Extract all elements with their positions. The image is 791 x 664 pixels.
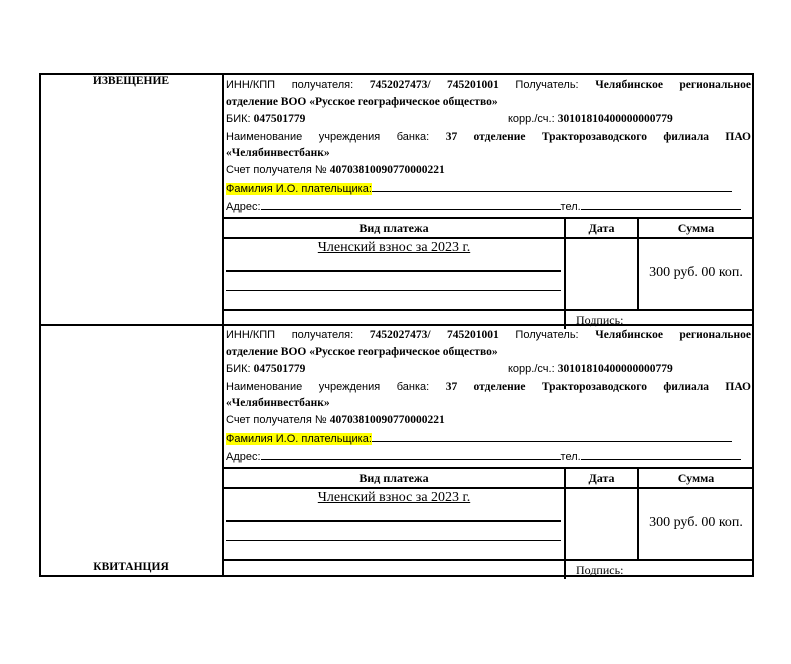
col-sum-header: Сумма <box>677 471 715 485</box>
receipt-label: КВИТАНЦИЯ <box>93 561 169 573</box>
bank-line-2: «Челябинвестбанк» <box>226 147 330 159</box>
table-rule <box>223 309 754 311</box>
table-rule <box>226 270 561 272</box>
table-rule <box>223 559 754 561</box>
bank-line: Наименование учреждения банка: 37 отделе… <box>226 131 752 143</box>
corr-account: корр./сч.: 30101810400000000779 <box>508 113 673 125</box>
address-line: Адрес: тел. <box>226 448 751 465</box>
payer-line: Фамилия И.О. плательщика: <box>226 180 751 197</box>
table-rule <box>564 467 566 579</box>
table-rule <box>637 467 639 561</box>
table-rule <box>223 487 754 489</box>
table-rule <box>223 217 754 219</box>
payer-field[interactable] <box>371 430 732 442</box>
address-line: Адрес: тел. <box>226 198 751 215</box>
payment-type: Членский взнос за 2023 г. <box>317 490 471 505</box>
section-divider <box>39 324 754 326</box>
notice-label: ИЗВЕЩЕНИЕ <box>92 75 170 87</box>
recipient-line: отделение ВОО «Русское географическое об… <box>226 346 498 358</box>
bank-line-2: «Челябинвестбанк» <box>226 397 330 409</box>
table-rule <box>637 217 639 311</box>
table-rule <box>223 237 754 239</box>
bik-line: БИК: 047501779 <box>226 113 306 125</box>
date-field[interactable] <box>566 239 637 309</box>
sum-value: 300 руб. 00 коп. <box>649 265 743 280</box>
address-field[interactable] <box>260 448 561 460</box>
table-rule <box>564 217 566 329</box>
payer-field[interactable] <box>371 180 732 192</box>
col-date-header: Дата <box>588 221 615 235</box>
bank-line: Наименование учреждения банка: 37 отделе… <box>226 381 752 393</box>
table-rule <box>226 540 561 541</box>
inn-line: ИНН/КПП получателя: 7452027473/ 74520100… <box>226 79 751 91</box>
table-rule <box>226 520 561 522</box>
account-line: Счет получателя № 40703810090770000221 <box>226 164 445 176</box>
payer-line: Фамилия И.О. плательщика: <box>226 430 751 447</box>
payment-type: Членский взнос за 2023 г. <box>317 240 471 255</box>
col-type-header: Вид платежа <box>359 221 429 235</box>
account-line: Счет получателя № 40703810090770000221 <box>226 414 445 426</box>
signature-label: Подпись: <box>576 313 624 327</box>
col-type-header: Вид платежа <box>359 471 429 485</box>
table-rule <box>223 467 754 469</box>
inn-line: ИНН/КПП получателя: 7452027473/ 74520100… <box>226 329 751 341</box>
phone-field[interactable] <box>580 448 741 460</box>
signature-label: Подпись: <box>576 563 624 577</box>
col-sum-header: Сумма <box>677 221 715 235</box>
phone-field[interactable] <box>580 198 741 210</box>
sum-value: 300 руб. 00 коп. <box>649 515 743 530</box>
address-field[interactable] <box>260 198 561 210</box>
corr-account: корр./сч.: 30101810400000000779 <box>508 363 673 375</box>
date-field[interactable] <box>566 489 637 559</box>
bik-line: БИК: 047501779 <box>226 363 306 375</box>
col-date-header: Дата <box>588 471 615 485</box>
recipient-line: отделение ВОО «Русское географическое об… <box>226 96 498 108</box>
table-rule <box>226 290 561 291</box>
